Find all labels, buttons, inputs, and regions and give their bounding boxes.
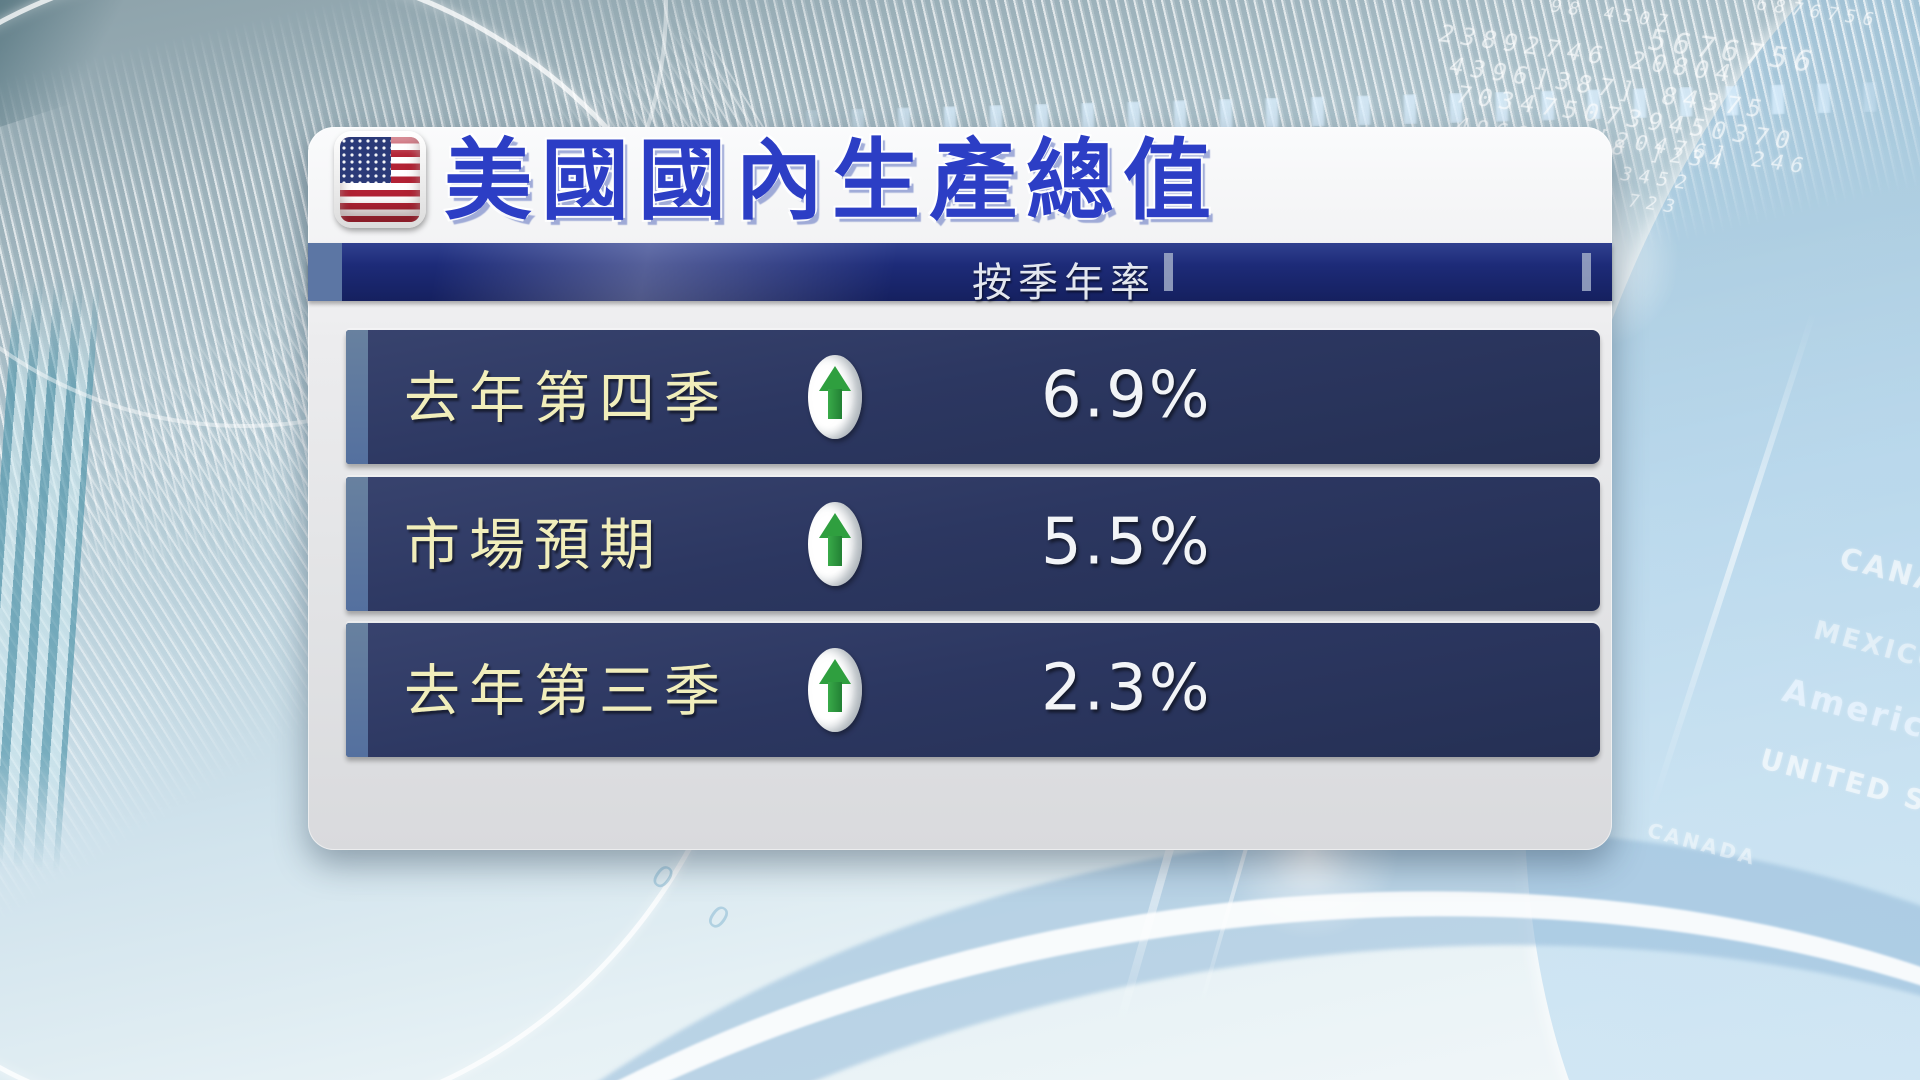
up-arrow-head <box>819 659 851 684</box>
row-value: 2.3% <box>1041 651 1212 726</box>
table-row: 市場預期 5.5% <box>346 477 1600 611</box>
us-flag-stripes <box>340 137 420 222</box>
gdp-info-panel: 美國國內生產總值 按季年率 去年第四季 6.9% 市場預期 5.5% <box>308 127 1612 850</box>
row-value: 5.5% <box>1041 505 1212 580</box>
us-flag-icon <box>334 131 426 228</box>
up-arrow-stem <box>828 389 842 419</box>
row-edge-strip <box>346 623 368 757</box>
page-title: 美國國內生產總值 <box>444 129 1221 232</box>
subtitle-divider-tick <box>1164 253 1173 291</box>
up-arrow-head <box>819 513 851 538</box>
up-arrow-stem <box>828 682 842 712</box>
table-row: 去年第四季 6.9% <box>346 330 1600 464</box>
up-arrow-icon <box>808 502 862 586</box>
subtitle-bar-cap <box>308 243 342 301</box>
up-arrow-icon <box>808 355 862 439</box>
row-label: 去年第四季 <box>404 366 729 432</box>
up-arrow-head <box>819 366 851 391</box>
up-arrow-stem <box>828 536 842 566</box>
row-value: 6.9% <box>1041 358 1212 433</box>
subtitle-label: 按季年率 <box>972 260 1156 306</box>
subtitle-divider-tick <box>1582 253 1591 291</box>
row-label: 市場預期 <box>404 513 664 579</box>
subtitle-bar: 按季年率 <box>308 243 1612 306</box>
subtitle-bar-sheen <box>308 243 1612 301</box>
us-flag-canton <box>340 137 392 183</box>
row-edge-strip <box>346 477 368 611</box>
table-row: 去年第三季 2.3% <box>346 623 1600 757</box>
row-edge-strip <box>346 330 368 464</box>
up-arrow-icon <box>808 648 862 732</box>
row-label: 去年第三季 <box>404 659 729 725</box>
